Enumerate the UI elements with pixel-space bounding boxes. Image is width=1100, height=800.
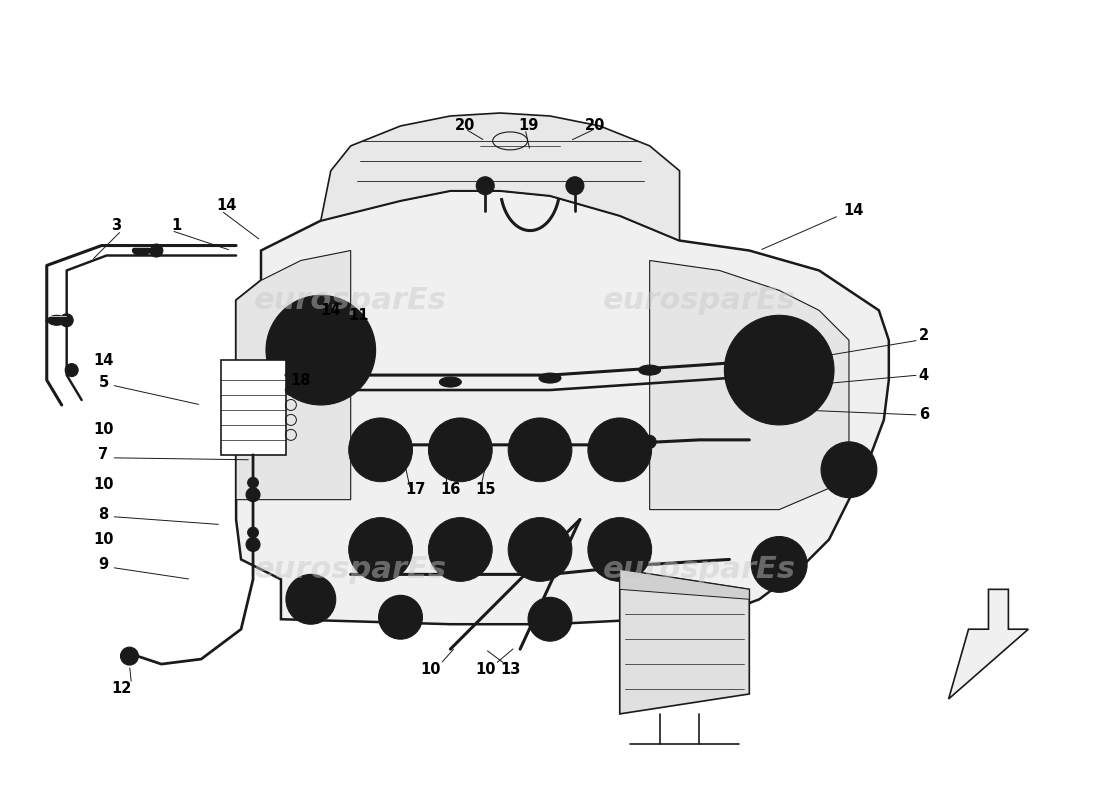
Circle shape xyxy=(674,584,725,634)
Text: 20: 20 xyxy=(455,118,475,134)
Circle shape xyxy=(246,538,260,551)
Text: 15: 15 xyxy=(475,482,495,497)
Circle shape xyxy=(378,595,422,639)
Circle shape xyxy=(821,442,877,498)
Circle shape xyxy=(565,177,584,194)
Circle shape xyxy=(349,418,412,482)
Text: 16: 16 xyxy=(440,482,461,497)
Circle shape xyxy=(428,518,492,582)
Text: 10: 10 xyxy=(94,532,113,547)
Circle shape xyxy=(65,364,78,377)
Circle shape xyxy=(246,488,260,502)
Text: 20: 20 xyxy=(585,118,605,134)
Circle shape xyxy=(302,358,316,371)
Text: eurosparEs: eurosparEs xyxy=(254,286,448,315)
Circle shape xyxy=(553,438,566,451)
Circle shape xyxy=(587,418,651,482)
Text: 5: 5 xyxy=(98,374,109,390)
Circle shape xyxy=(725,315,834,425)
Ellipse shape xyxy=(439,377,461,387)
Circle shape xyxy=(508,518,572,582)
Text: 14: 14 xyxy=(94,353,113,368)
Text: 14: 14 xyxy=(216,198,236,213)
Ellipse shape xyxy=(132,246,151,255)
Text: 19: 19 xyxy=(518,118,538,134)
Text: eurosparEs: eurosparEs xyxy=(603,286,796,315)
Text: 10: 10 xyxy=(420,662,441,677)
Circle shape xyxy=(349,518,412,582)
FancyBboxPatch shape xyxy=(221,360,286,455)
Circle shape xyxy=(644,435,656,448)
Polygon shape xyxy=(619,570,749,599)
Text: 10: 10 xyxy=(94,478,113,492)
Polygon shape xyxy=(619,570,749,714)
Circle shape xyxy=(124,650,135,662)
Ellipse shape xyxy=(47,315,66,326)
Polygon shape xyxy=(321,113,680,241)
Circle shape xyxy=(444,438,456,451)
Text: 2: 2 xyxy=(918,328,928,342)
Text: 17: 17 xyxy=(405,482,426,497)
Ellipse shape xyxy=(539,373,561,383)
Circle shape xyxy=(508,418,572,482)
Polygon shape xyxy=(236,190,889,624)
Text: 13: 13 xyxy=(500,662,520,677)
Text: 18: 18 xyxy=(290,373,311,387)
Circle shape xyxy=(248,527,258,538)
Text: 14: 14 xyxy=(844,203,865,218)
Text: 8: 8 xyxy=(98,507,109,522)
Text: 10: 10 xyxy=(475,662,495,677)
Circle shape xyxy=(266,295,375,405)
Text: 3: 3 xyxy=(111,218,122,233)
Polygon shape xyxy=(236,250,351,500)
Circle shape xyxy=(150,244,163,257)
Text: 7: 7 xyxy=(99,447,109,462)
Text: 14: 14 xyxy=(320,303,341,318)
Text: 12: 12 xyxy=(111,682,132,697)
Text: eurosparEs: eurosparEs xyxy=(603,555,796,584)
Text: 6: 6 xyxy=(918,407,928,422)
Circle shape xyxy=(528,598,572,641)
Text: 4: 4 xyxy=(918,367,928,382)
Circle shape xyxy=(60,314,74,326)
Polygon shape xyxy=(948,590,1028,699)
Circle shape xyxy=(121,647,139,665)
Text: 10: 10 xyxy=(94,422,113,438)
Circle shape xyxy=(248,478,258,488)
Circle shape xyxy=(751,537,807,592)
Text: 1: 1 xyxy=(172,218,182,233)
Circle shape xyxy=(587,518,651,582)
Ellipse shape xyxy=(639,365,661,375)
Circle shape xyxy=(476,177,494,194)
Text: 9: 9 xyxy=(99,557,109,572)
Polygon shape xyxy=(650,261,849,510)
Text: 11: 11 xyxy=(349,308,368,322)
Circle shape xyxy=(428,418,492,482)
Circle shape xyxy=(286,574,336,624)
Text: eurosparEs: eurosparEs xyxy=(254,555,448,584)
